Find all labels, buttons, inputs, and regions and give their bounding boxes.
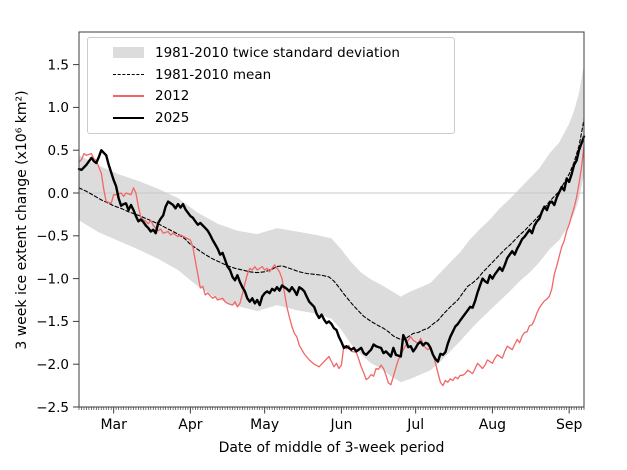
x-tick-label: Aug [479, 417, 506, 433]
y-tick-label: −1.5 [36, 314, 69, 330]
series-line-2025 [77, 135, 586, 363]
x-tick-label: Jul [406, 417, 424, 433]
line-2012-swatch [113, 95, 144, 98]
y-tick-label: −2.5 [36, 400, 69, 416]
red-line-icon [113, 95, 144, 98]
x-tick-label: Apr [178, 417, 202, 433]
mean-swatch [113, 74, 144, 76]
y-tick-label: 1.5 [48, 57, 69, 73]
legend-label: 2012 [155, 88, 190, 105]
dashed-line-icon [113, 74, 144, 76]
y-tick-label: −2.0 [36, 357, 69, 373]
y-tick-label: −0.5 [36, 229, 69, 245]
y-tick-label: 0.0 [48, 186, 69, 202]
band-swatch [113, 47, 144, 59]
black-line-icon [113, 116, 144, 120]
y-tick-label: 0.5 [48, 143, 69, 159]
legend: 1981-2010 twice standard deviation 1981-… [87, 37, 455, 134]
x-tick-label: Sep [556, 417, 583, 433]
y-axis-label: 3 week ice extent change (x10⁶ km²) [14, 90, 30, 350]
y-tick-label: −1.0 [36, 271, 69, 287]
line-2025-swatch [113, 116, 144, 120]
x-tick-label: May [250, 417, 279, 433]
x-tick-label: Mar [100, 417, 127, 433]
legend-item-2012: 2012 [88, 86, 454, 107]
band-patch-icon [113, 47, 144, 59]
legend-item-2025: 2025 [88, 108, 454, 129]
legend-item-band: 1981-2010 twice standard deviation [88, 42, 454, 63]
x-tick-label: Jun [329, 417, 352, 433]
legend-item-mean: 1981-2010 mean [88, 64, 454, 85]
series-line-1981-2010-mean [78, 118, 585, 341]
y-tick-label: 1.0 [48, 100, 69, 116]
std-band-area [79, 64, 584, 383]
x-axis-label: Date of middle of 3-week period [218, 440, 445, 456]
legend-label: 1981-2010 twice standard deviation [155, 44, 400, 61]
legend-label: 1981-2010 mean [155, 66, 272, 83]
legend-label: 2025 [155, 110, 190, 127]
